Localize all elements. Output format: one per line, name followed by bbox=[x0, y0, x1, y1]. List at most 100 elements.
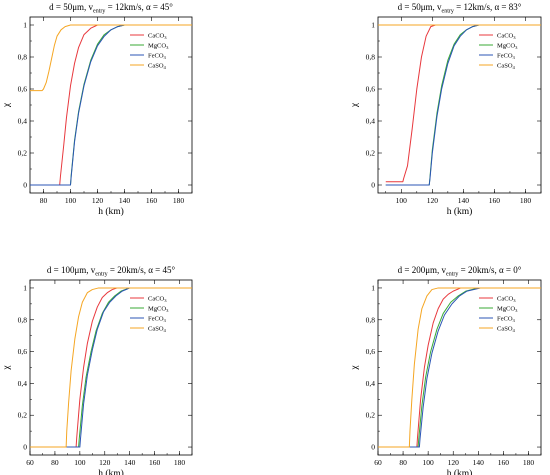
series-line-caco3 bbox=[385, 24, 541, 183]
legend-entry-mgco3: MgCO3 bbox=[497, 42, 518, 50]
legend-label-main: CaCO bbox=[497, 32, 514, 39]
chart-title-prefix: d = 200μm, v bbox=[398, 265, 447, 275]
series-line-caco3 bbox=[378, 287, 541, 448]
y-tick-label: 0,6 bbox=[18, 85, 28, 94]
legend-label-subscript: 3 bbox=[515, 308, 518, 313]
legend-label-main: FeCO bbox=[497, 52, 513, 59]
plot-frame bbox=[377, 279, 542, 456]
series-line-caso4 bbox=[378, 287, 541, 448]
chart-title-prefix: d = 50μm, v bbox=[398, 2, 442, 12]
y-tick-label: 0,8 bbox=[18, 315, 28, 324]
x-tick-label: 120 bbox=[92, 196, 104, 205]
legend-label-subscript: 3 bbox=[513, 55, 516, 60]
y-tick-label: 0,2 bbox=[18, 411, 28, 420]
legend-label-subscript: 3 bbox=[515, 45, 518, 50]
chart-title: d = 200μm, ventry = 20km/s, α = 0° bbox=[398, 265, 522, 278]
legend-label-subscript: 3 bbox=[513, 35, 516, 40]
legend-label-main: FeCO bbox=[497, 315, 513, 322]
legend-entry-feco3: FeCO3 bbox=[497, 52, 516, 60]
series-line-caso4 bbox=[30, 24, 192, 92]
x-tick-label: 140 bbox=[124, 458, 136, 467]
chart-title-suffix: = 12km/s, α = 45° bbox=[105, 2, 173, 12]
legend-entry-caso4: CaSO4 bbox=[148, 325, 167, 333]
x-tick-label: 140 bbox=[119, 196, 131, 205]
chart-title-subscript: entry bbox=[446, 272, 458, 278]
legend-label-main: CaCO bbox=[148, 295, 165, 302]
y-tick-label: 0,8 bbox=[366, 315, 376, 324]
chart-title-prefix: d = 100μm, v bbox=[47, 265, 96, 275]
legend-label-main: FeCO bbox=[148, 52, 164, 59]
legend-entry-mgco3: MgCO3 bbox=[497, 305, 518, 313]
chart-title-suffix: = 20km/s, α = 45° bbox=[108, 265, 176, 275]
x-tick-label: 60 bbox=[374, 458, 382, 467]
y-tick-label: 1 bbox=[371, 21, 375, 30]
series-line-feco3 bbox=[30, 24, 192, 186]
legend-label-main: MgCO bbox=[148, 305, 166, 312]
x-axis-label: h (km) bbox=[98, 468, 124, 475]
chart-title-subscript: entry bbox=[442, 9, 454, 15]
x-tick-label: 100 bbox=[396, 196, 408, 205]
series-line-mgco3 bbox=[30, 287, 192, 448]
y-tick-label: 0 bbox=[23, 181, 27, 190]
series-line-mgco3 bbox=[378, 287, 541, 448]
x-tick-label: 160 bbox=[498, 458, 510, 467]
y-tick-label: 0,8 bbox=[18, 53, 28, 62]
legend-label-subscript: 4 bbox=[164, 328, 167, 333]
legend-label-subscript: 3 bbox=[513, 298, 516, 303]
legend-label-subscript: 3 bbox=[166, 45, 169, 50]
x-axis-label: h (km) bbox=[447, 206, 473, 217]
y-tick-label: 0,6 bbox=[366, 347, 376, 356]
x-tick-label: 80 bbox=[51, 458, 59, 467]
x-tick-label: 120 bbox=[99, 458, 111, 467]
x-tick-label: 120 bbox=[427, 196, 439, 205]
x-tick-label: 80 bbox=[399, 458, 407, 467]
legend-label-subscript: 3 bbox=[164, 318, 167, 323]
legend-label-subscript: 4 bbox=[164, 65, 167, 70]
y-axis-label: χ bbox=[350, 102, 360, 108]
legend-entry-caco3: CaCO3 bbox=[148, 295, 167, 303]
legend-label-main: CaSO bbox=[148, 62, 164, 69]
legend-label-main: CaSO bbox=[497, 325, 513, 332]
x-tick-label: 140 bbox=[473, 458, 485, 467]
x-tick-label: 100 bbox=[74, 458, 86, 467]
x-tick-label: 180 bbox=[520, 196, 532, 205]
legend-entry-feco3: FeCO3 bbox=[148, 315, 167, 323]
x-tick-label: 100 bbox=[423, 458, 435, 467]
y-axis-label: χ bbox=[350, 365, 360, 371]
y-tick-label: 0,2 bbox=[366, 411, 376, 420]
legend-label-subscript: 3 bbox=[513, 318, 516, 323]
y-tick-label: 0,6 bbox=[366, 85, 376, 94]
chart-panel-2: d = 50μm, ventry = 12km/s, α = 83° 100 120… bbox=[350, 2, 542, 217]
legend-entry-caso4: CaSO4 bbox=[497, 325, 516, 333]
y-tick-label: 0,2 bbox=[366, 149, 376, 158]
legend-label-subscript: 4 bbox=[513, 328, 516, 333]
chart-title: d = 50μm, ventry = 12km/s, α = 83° bbox=[398, 2, 522, 15]
chart-title-subscript: entry bbox=[93, 9, 105, 15]
x-tick-label: 180 bbox=[523, 458, 535, 467]
chart-title-prefix: d = 50μm, v bbox=[49, 2, 93, 12]
legend-entry-mgco3: MgCO3 bbox=[148, 305, 169, 313]
x-tick-label: 100 bbox=[65, 196, 77, 205]
series-line-feco3 bbox=[385, 24, 541, 186]
series-line-caso4 bbox=[30, 287, 192, 448]
chart-panel-1: d = 50μm, ventry = 12km/s, α = 45° 80 100 1… bbox=[2, 2, 193, 217]
x-axis-label: h (km) bbox=[98, 206, 124, 217]
plot-frame bbox=[29, 279, 193, 456]
chart-title-suffix: = 12km/s, α = 83° bbox=[454, 2, 522, 12]
y-tick-label: 0,6 bbox=[18, 347, 28, 356]
series-line-caco3 bbox=[30, 287, 192, 448]
x-tick-label: 120 bbox=[448, 458, 460, 467]
chart-title-subscript: entry bbox=[95, 272, 107, 278]
y-tick-label: 1 bbox=[23, 21, 27, 30]
x-tick-label: 180 bbox=[174, 458, 186, 467]
legend-label-subscript: 3 bbox=[164, 55, 167, 60]
y-tick-label: 0 bbox=[23, 443, 27, 452]
legend-label-main: CaSO bbox=[148, 325, 164, 332]
legend-label-main: CaCO bbox=[148, 32, 165, 39]
x-tick-label: 160 bbox=[149, 458, 161, 467]
y-tick-label: 0,8 bbox=[366, 53, 376, 62]
legend-label-subscript: 3 bbox=[166, 308, 169, 313]
x-tick-label: 180 bbox=[173, 196, 185, 205]
